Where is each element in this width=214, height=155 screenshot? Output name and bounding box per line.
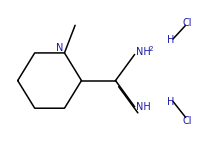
Text: N: N [56, 43, 63, 53]
Text: 2: 2 [149, 46, 153, 52]
Text: H: H [166, 97, 174, 107]
Text: Cl: Cl [183, 115, 192, 126]
Text: Cl: Cl [183, 18, 192, 28]
Text: H: H [166, 35, 174, 45]
Text: NH: NH [136, 102, 150, 113]
Text: NH: NH [136, 47, 150, 57]
